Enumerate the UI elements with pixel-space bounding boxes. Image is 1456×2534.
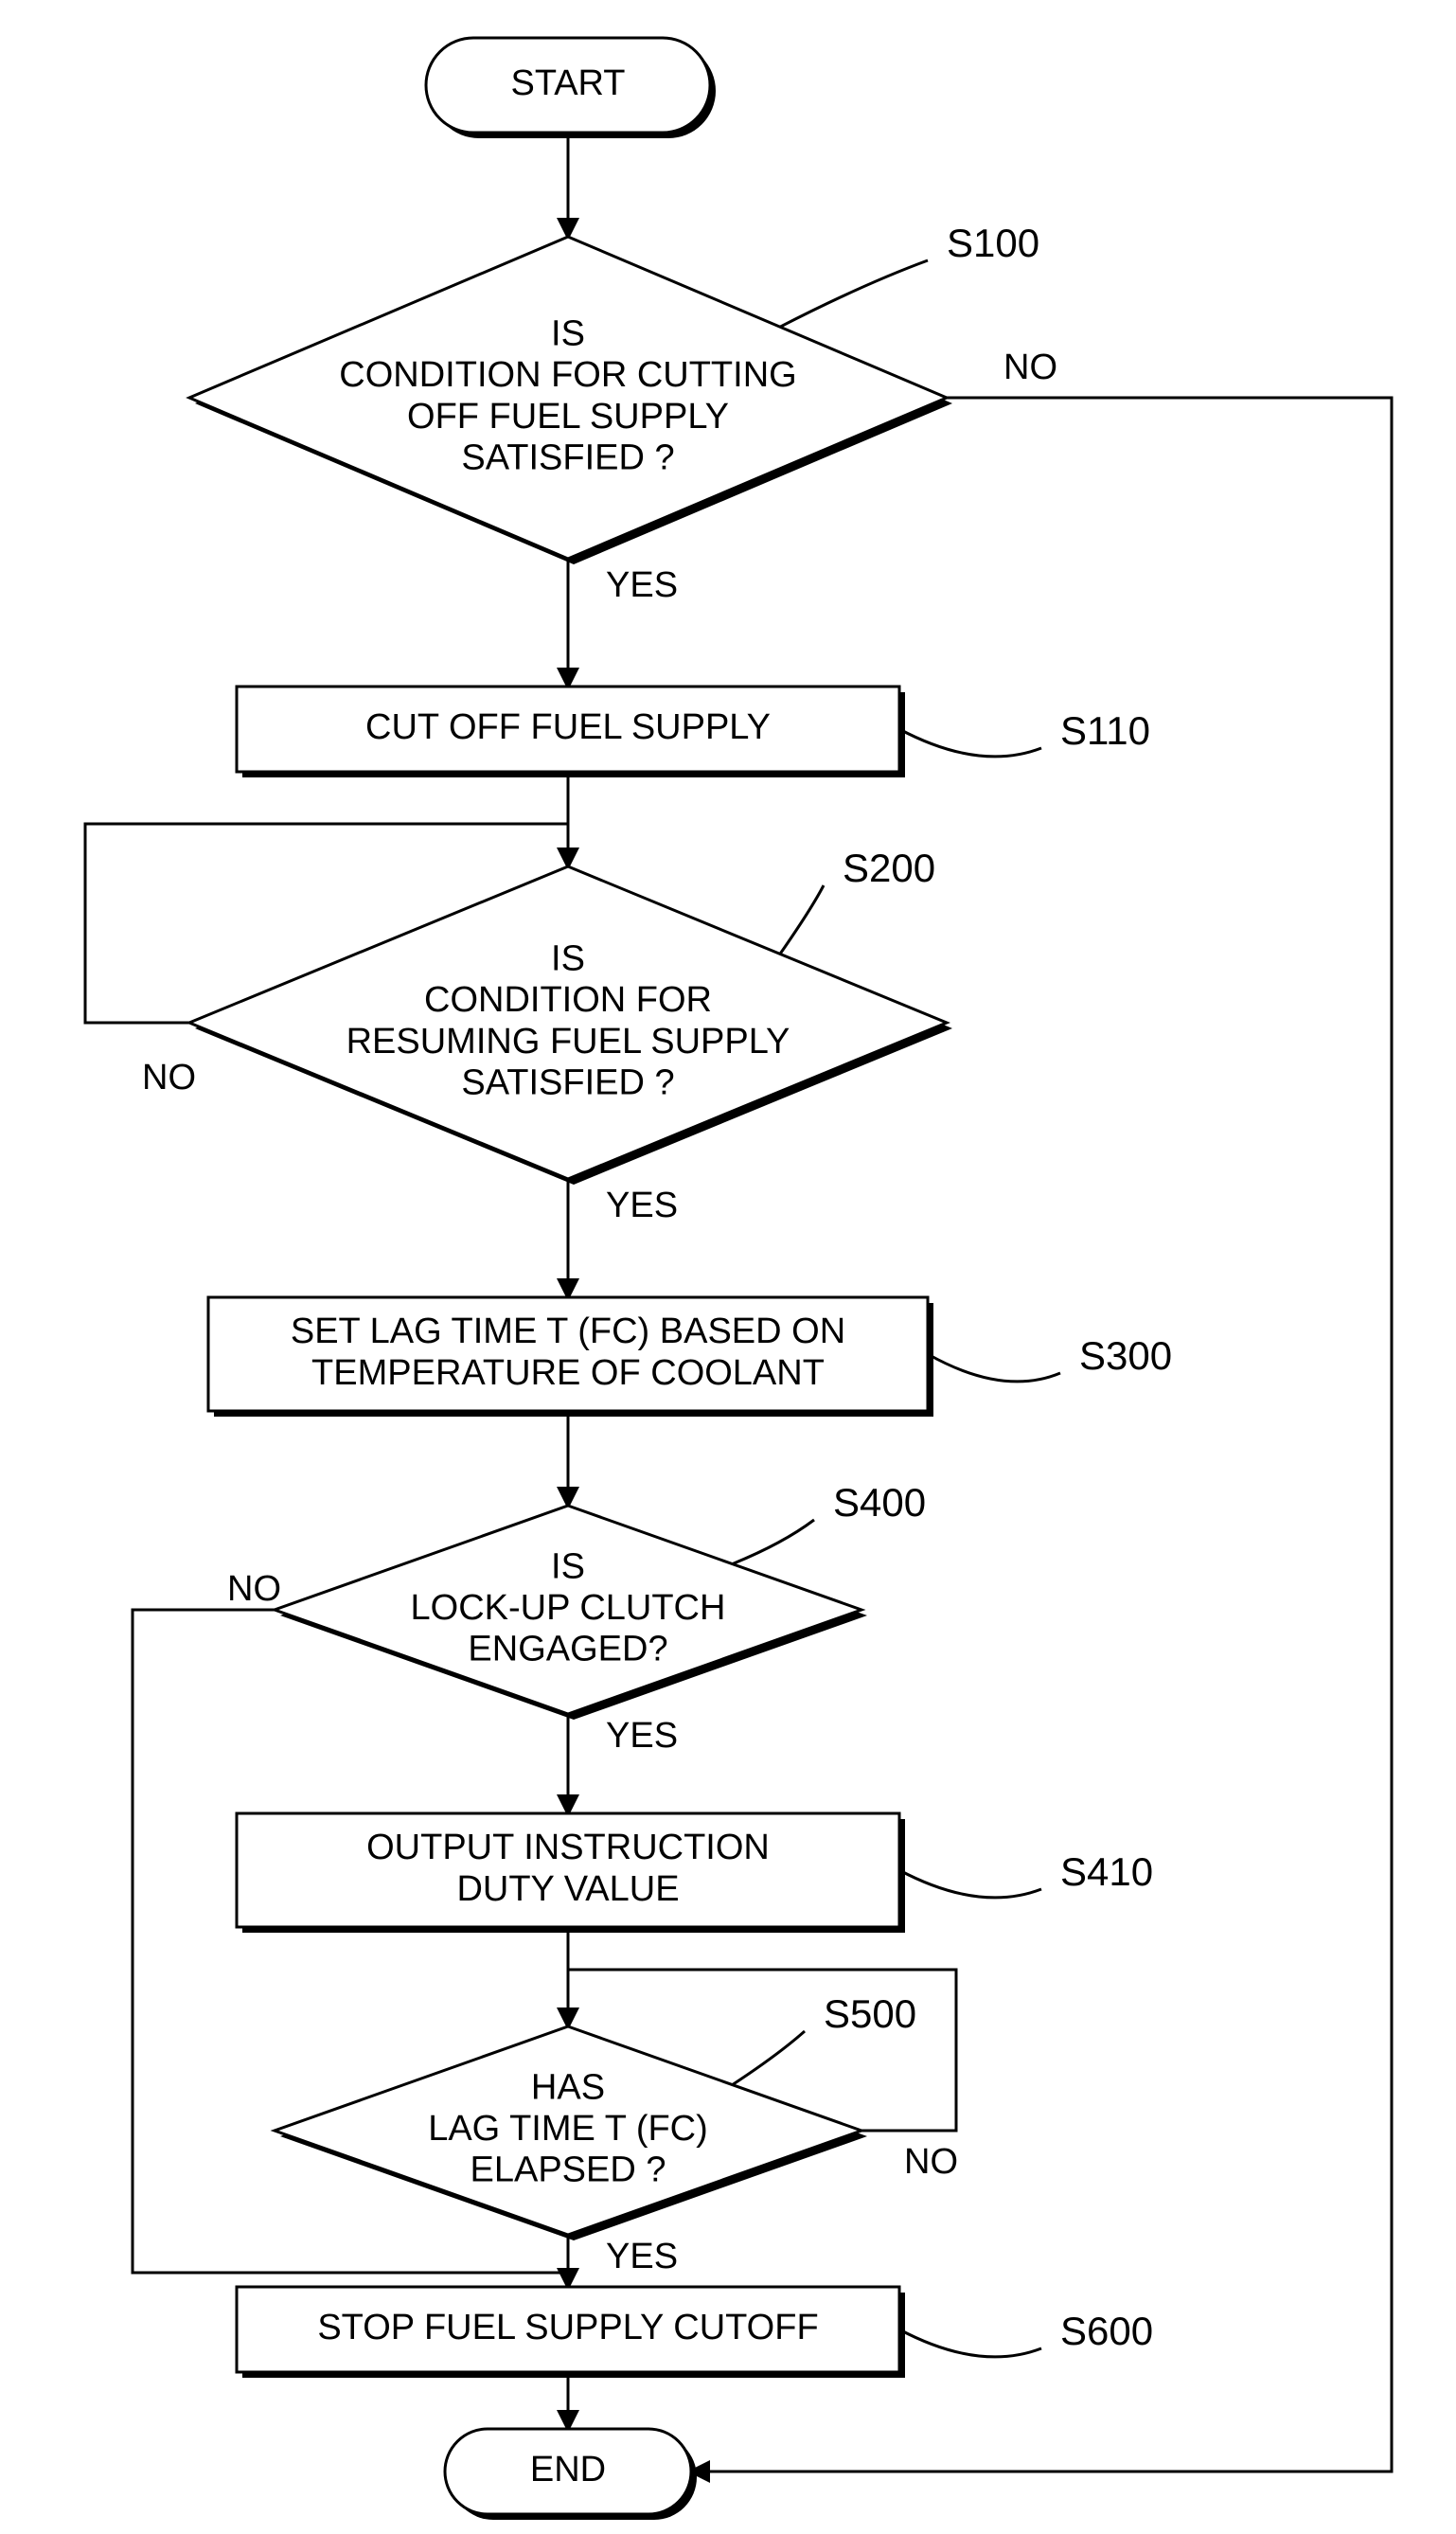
step-label: S410 xyxy=(1060,1849,1153,1894)
yes-label: YES xyxy=(606,565,678,605)
node-text: LAG TIME T (FC) xyxy=(428,2109,708,2149)
node-text: CUT OFF FUEL SUPPLY xyxy=(365,707,771,747)
nodes-group: STARTISCONDITION FOR CUTTINGOFF FUEL SUP… xyxy=(142,38,1172,2520)
node-text: DUTY VALUE xyxy=(456,1869,679,1909)
node-text: SATISFIED ? xyxy=(461,438,674,478)
node-text: CONDITION FOR CUTTING xyxy=(339,355,796,395)
step-label: S600 xyxy=(1060,2309,1153,2353)
node-s410: OUTPUT INSTRUCTIONDUTY VALUE S410 xyxy=(237,1813,1153,1933)
node-text: HAS xyxy=(531,2067,605,2107)
node-s100: ISCONDITION FOR CUTTINGOFF FUEL SUPPLYSA… xyxy=(189,221,1057,605)
step-label: S110 xyxy=(1060,708,1150,753)
node-s600: STOP FUEL SUPPLY CUTOFF S600 xyxy=(237,2287,1153,2378)
node-text: ELAPSED ? xyxy=(471,2150,666,2190)
node-text: ENGAGED? xyxy=(468,1630,667,1669)
node-s300: SET LAG TIME T (FC) BASED ONTEMPERATURE … xyxy=(208,1297,1172,1417)
yes-label: YES xyxy=(606,1716,678,1756)
node-text: LOCK-UP CLUTCH xyxy=(411,1588,726,1628)
step-label: S200 xyxy=(843,846,935,890)
no-label: NO xyxy=(904,2142,958,2182)
node-text: TEMPERATURE OF COOLANT xyxy=(311,1353,825,1393)
flowchart-diagram: STARTISCONDITION FOR CUTTINGOFF FUEL SUP… xyxy=(0,0,1456,2534)
node-text: SATISFIED ? xyxy=(461,1063,674,1103)
no-label: NO xyxy=(1003,348,1057,387)
no-label: NO xyxy=(227,1569,281,1609)
node-s400: ISLOCK-UP CLUTCHENGAGED? S400 YES NO xyxy=(227,1480,926,1756)
yes-label: YES xyxy=(606,1186,678,1225)
step-label: S100 xyxy=(947,221,1039,265)
node-start: START xyxy=(426,38,716,138)
node-text: RESUMING FUEL SUPPLY xyxy=(346,1022,790,1062)
node-text: STOP FUEL SUPPLY CUTOFF xyxy=(317,2308,818,2347)
node-s500: HASLAG TIME T (FC)ELAPSED ? S500 YES NO xyxy=(275,1991,958,2276)
node-end: END xyxy=(445,2429,697,2520)
node-text: END xyxy=(530,2450,606,2489)
node-text: IS xyxy=(551,1546,585,1586)
step-label: S500 xyxy=(824,1991,916,2036)
step-label: S400 xyxy=(833,1480,926,1525)
node-text: SET LAG TIME T (FC) BASED ON xyxy=(291,1312,845,1351)
yes-label: YES xyxy=(606,2237,678,2276)
step-label: S300 xyxy=(1079,1333,1172,1378)
node-text: IS xyxy=(551,313,585,353)
node-text: OUTPUT INSTRUCTION xyxy=(366,1828,770,1867)
node-text: OFF FUEL SUPPLY xyxy=(407,397,729,437)
node-text: CONDITION FOR xyxy=(424,980,712,1020)
node-text: START xyxy=(510,63,625,103)
no-label: NO xyxy=(142,1058,196,1097)
node-text: IS xyxy=(551,938,585,978)
node-s110: CUT OFF FUEL SUPPLY S110 xyxy=(237,687,1150,777)
node-s200: ISCONDITION FORRESUMING FUEL SUPPLYSATIS… xyxy=(142,846,952,1225)
